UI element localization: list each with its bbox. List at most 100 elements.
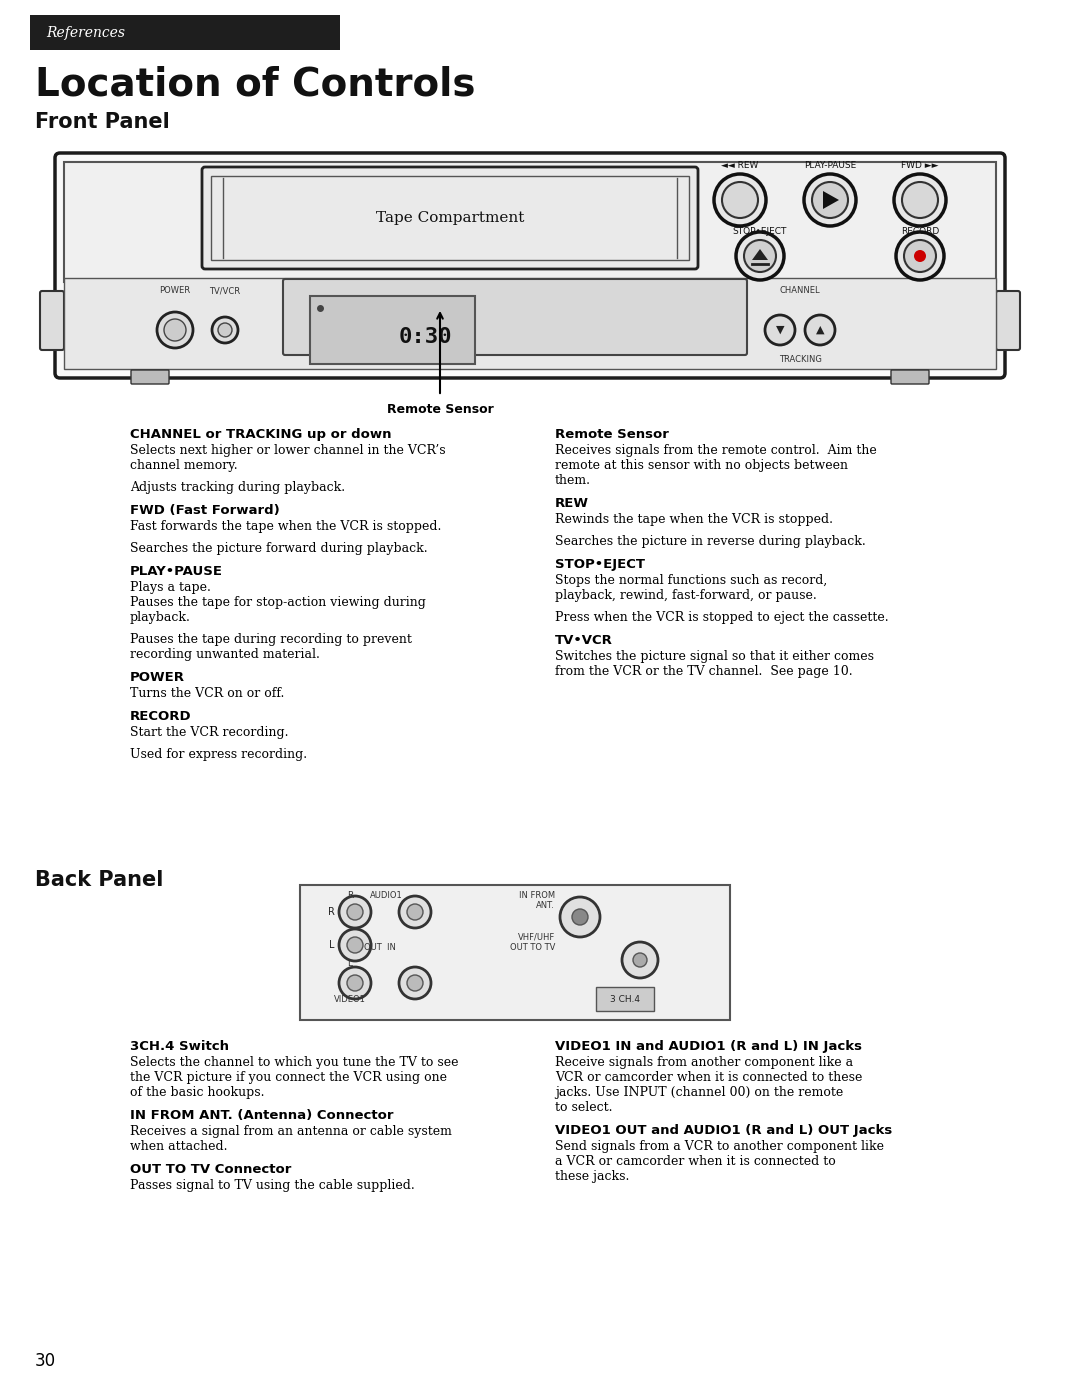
Text: channel memory.: channel memory. [130,460,238,472]
Text: Adjusts tracking during playback.: Adjusts tracking during playback. [130,481,346,495]
Text: Passes signal to TV using the cable supplied.: Passes signal to TV using the cable supp… [130,1179,415,1192]
FancyBboxPatch shape [64,278,996,369]
Text: VIDEO1 OUT and AUDIO1 (R and L) OUT Jacks: VIDEO1 OUT and AUDIO1 (R and L) OUT Jack… [555,1125,892,1137]
Circle shape [212,317,238,344]
Text: Selects the channel to which you tune the TV to see: Selects the channel to which you tune th… [130,1056,459,1069]
Text: OUT TO TV Connector: OUT TO TV Connector [130,1162,292,1176]
Text: Receives a signal from an antenna or cable system: Receives a signal from an antenna or cab… [130,1125,451,1139]
Text: Searches the picture in reverse during playback.: Searches the picture in reverse during p… [555,535,866,548]
Text: Remote Sensor: Remote Sensor [555,427,669,441]
Text: VIDEO1: VIDEO1 [334,995,366,1003]
Circle shape [914,250,926,263]
Text: Send signals from a VCR to another component like: Send signals from a VCR to another compo… [555,1140,885,1153]
Text: L: L [329,940,335,950]
Circle shape [164,319,186,341]
FancyBboxPatch shape [310,296,475,365]
Text: ◄◄ REW: ◄◄ REW [721,162,758,170]
Text: ▲: ▲ [815,326,824,335]
Text: Searches the picture forward during playback.: Searches the picture forward during play… [130,542,428,555]
Circle shape [339,929,372,961]
Circle shape [765,314,795,345]
Text: from the VCR or the TV channel.  See page 10.: from the VCR or the TV channel. See page… [555,665,852,678]
Text: of the basic hookups.: of the basic hookups. [130,1085,265,1099]
Text: TRACKING: TRACKING [779,355,822,365]
Circle shape [714,175,766,226]
Text: VCR or camcorder when it is connected to these: VCR or camcorder when it is connected to… [555,1071,862,1084]
Circle shape [339,967,372,999]
Polygon shape [752,249,768,260]
Text: PLAY-PAUSE: PLAY-PAUSE [804,162,856,170]
Text: VHF/UHF: VHF/UHF [517,933,555,942]
Circle shape [347,904,363,921]
Text: TV/VCR: TV/VCR [210,286,241,295]
Text: PLAY•PAUSE: PLAY•PAUSE [130,564,222,578]
Text: FWD ►►: FWD ►► [901,162,939,170]
Text: 3 CH.4: 3 CH.4 [610,995,640,1003]
Text: IN FROM: IN FROM [518,890,555,900]
FancyBboxPatch shape [300,886,730,1020]
Text: Pauses the tape during recording to prevent: Pauses the tape during recording to prev… [130,633,411,645]
Text: STOP•EJECT: STOP•EJECT [733,226,787,236]
Circle shape [407,975,423,990]
Text: OUT TO TV: OUT TO TV [510,943,555,951]
Text: to select.: to select. [555,1101,612,1113]
Circle shape [157,312,193,348]
Circle shape [735,232,784,279]
Circle shape [902,182,939,218]
FancyBboxPatch shape [40,291,64,351]
Text: REW: REW [555,497,589,510]
Text: Start the VCR recording.: Start the VCR recording. [130,726,288,739]
Circle shape [622,942,658,978]
Text: Stops the normal functions such as record,: Stops the normal functions such as recor… [555,574,827,587]
Circle shape [896,232,944,279]
FancyBboxPatch shape [131,370,168,384]
Text: Receive signals from another component like a: Receive signals from another component l… [555,1056,853,1069]
Text: Used for express recording.: Used for express recording. [130,747,307,761]
Text: 30: 30 [35,1352,56,1370]
Text: CHANNEL: CHANNEL [780,286,821,295]
FancyBboxPatch shape [55,154,1005,379]
Text: Rewinds the tape when the VCR is stopped.: Rewinds the tape when the VCR is stopped… [555,513,833,527]
Text: POWER: POWER [160,286,190,295]
Text: IN FROM ANT. (Antenna) Connector: IN FROM ANT. (Antenna) Connector [130,1109,393,1122]
Circle shape [339,895,372,928]
Text: POWER: POWER [130,671,185,685]
Circle shape [805,314,835,345]
Text: Fast forwards the tape when the VCR is stopped.: Fast forwards the tape when the VCR is s… [130,520,442,534]
Text: R: R [328,907,335,916]
Text: Plays a tape.: Plays a tape. [130,581,211,594]
Text: recording unwanted material.: recording unwanted material. [130,648,320,661]
Text: remote at this sensor with no objects between: remote at this sensor with no objects be… [555,460,848,472]
Text: CHANNEL or TRACKING up or down: CHANNEL or TRACKING up or down [130,427,391,441]
Text: jacks. Use INPUT (channel 00) on the remote: jacks. Use INPUT (channel 00) on the rem… [555,1085,843,1099]
Text: FWD (Fast Forward): FWD (Fast Forward) [130,504,280,517]
Circle shape [894,175,946,226]
Circle shape [723,182,758,218]
Text: L: L [348,958,352,968]
Circle shape [904,240,936,272]
Text: Back Panel: Back Panel [35,870,163,890]
FancyBboxPatch shape [283,279,747,355]
Text: Location of Controls: Location of Controls [35,66,475,103]
Circle shape [218,323,232,337]
Text: VIDEO1 IN and AUDIO1 (R and L) IN Jacks: VIDEO1 IN and AUDIO1 (R and L) IN Jacks [555,1039,862,1053]
Text: 3CH.4 Switch: 3CH.4 Switch [130,1039,229,1053]
FancyBboxPatch shape [996,291,1020,351]
Circle shape [407,904,423,921]
Text: the VCR picture if you connect the VCR using one: the VCR picture if you connect the VCR u… [130,1071,447,1084]
Text: Front Panel: Front Panel [35,112,170,131]
Text: STOP•EJECT: STOP•EJECT [555,557,645,571]
Text: Press when the VCR is stopped to eject the cassette.: Press when the VCR is stopped to eject t… [555,610,889,624]
Text: RECORD: RECORD [901,226,940,236]
Text: ANT.: ANT. [537,901,555,909]
FancyBboxPatch shape [64,162,996,282]
Text: Selects next higher or lower channel in the VCR’s: Selects next higher or lower channel in … [130,444,446,457]
Text: Receives signals from the remote control.  Aim the: Receives signals from the remote control… [555,444,877,457]
Text: 0:30: 0:30 [399,327,453,346]
FancyBboxPatch shape [30,15,340,50]
Text: Pauses the tape for stop-action viewing during: Pauses the tape for stop-action viewing … [130,597,426,609]
FancyBboxPatch shape [596,988,654,1011]
Text: them.: them. [555,474,591,488]
Text: these jacks.: these jacks. [555,1171,630,1183]
FancyBboxPatch shape [202,168,698,270]
